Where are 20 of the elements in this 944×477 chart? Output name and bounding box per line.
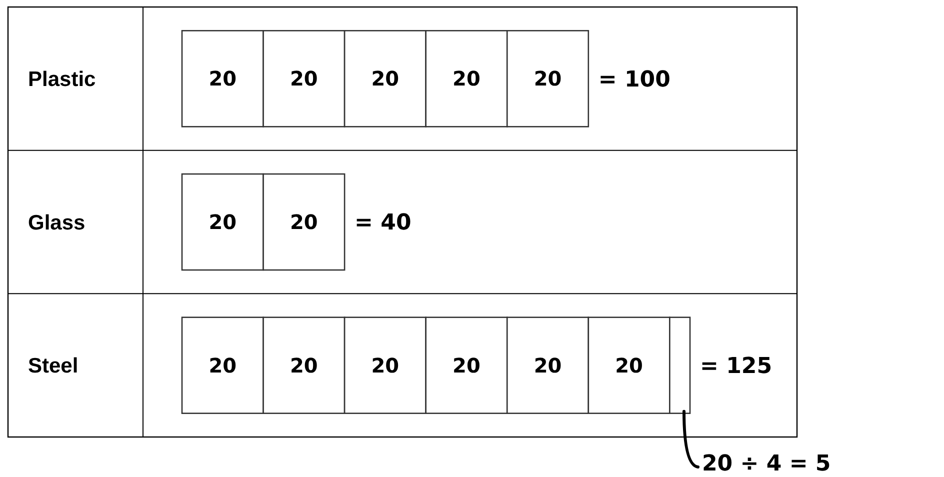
text: 20 ÷ 4 = 5 xyxy=(702,452,831,477)
total-label: = 100 xyxy=(598,67,670,92)
data-label: 20 xyxy=(208,210,237,234)
data-label: 20 xyxy=(208,66,237,91)
total-label: = 125 xyxy=(700,354,772,380)
y-tick-label: Steel xyxy=(28,354,78,378)
data-label: 20 xyxy=(452,66,480,91)
data-label: 20 xyxy=(290,66,318,91)
data-label: 20 xyxy=(452,353,480,378)
data-label: 20 xyxy=(371,353,400,378)
data-label: 20 xyxy=(534,353,562,378)
data-label: 20 xyxy=(371,66,400,91)
data-label: 20 xyxy=(208,353,237,378)
total-label: = 40 xyxy=(354,210,412,236)
y-tick-label: Glass xyxy=(28,211,86,234)
data-label: 20 xyxy=(290,353,318,378)
y-tick-label: Plastic xyxy=(28,68,96,92)
data-label: 20 xyxy=(534,66,562,91)
data-label: 20 xyxy=(615,353,643,378)
data-label: 20 xyxy=(290,210,318,234)
